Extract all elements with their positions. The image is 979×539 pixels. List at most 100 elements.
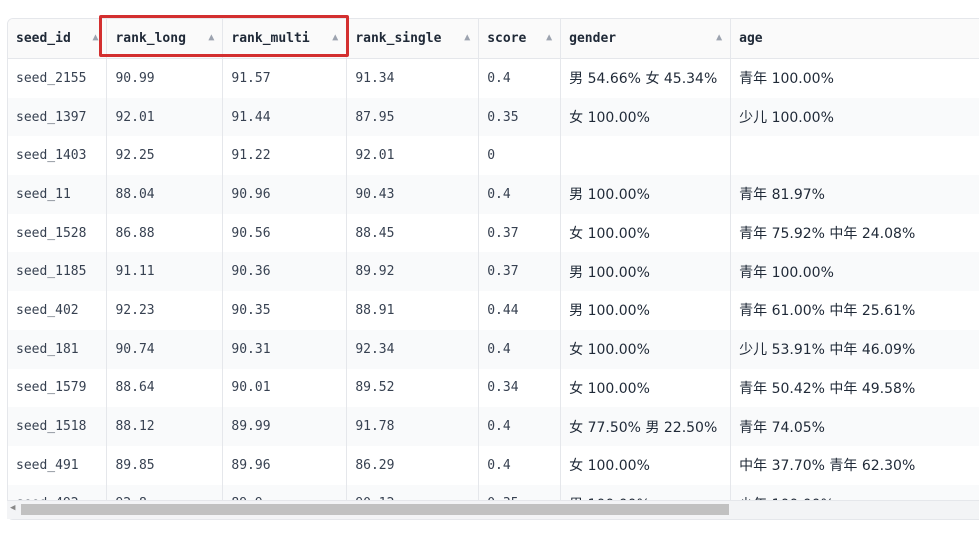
cell-rank-long: 86.88 [106, 213, 224, 253]
cell-score: 0.37 [478, 213, 562, 253]
sort-ascending-icon[interactable]: ▲ [208, 32, 215, 43]
cell-age: 中年 37.70% 青年 62.30% [730, 445, 979, 485]
sort-ascending-icon[interactable]: ▲ [716, 32, 723, 43]
column-header-label: gender [569, 31, 617, 46]
cell-score: 0.4 [478, 175, 562, 214]
cell-gender: 女 100.00% [560, 329, 732, 369]
cell-rank-single: 92.34 [346, 329, 480, 369]
cell-rank-single: 88.91 [346, 291, 480, 330]
cell-rank-long: 88.04 [106, 175, 224, 214]
cell-rank-long: 90.99 [106, 58, 224, 98]
table-row[interactable]: seed_1518 88.12 89.99 91.78 0.4 女 77.50% 男 22… [8, 407, 979, 446]
cell-gender: 男 54.66% 女 45.34% [560, 58, 732, 98]
data-table-container: seed_id ▲ rank_long ▲ rank_multi ▲ rank_single… [7, 18, 979, 520]
cell-gender: 男 100.00% [560, 252, 732, 292]
table-row[interactable]: seed_2155 90.99 91.57 91.34 0.4 男 54.66% 女 45… [8, 58, 979, 98]
cell-age: 青年 61.00% 中年 25.61% [730, 291, 979, 330]
cell-score: 0.4 [478, 58, 562, 98]
cell-rank-single: 91.78 [346, 407, 480, 446]
cell-rank-single: 92.01 [346, 136, 480, 176]
cell-rank-single: 87.95 [346, 97, 480, 137]
column-header-age[interactable]: age [730, 19, 979, 59]
cell-seed-id: seed_1518 [8, 407, 108, 446]
table-row[interactable]: seed_1403 92.25 91.22 92.01 0 [8, 136, 979, 176]
sort-ascending-icon[interactable]: ▲ [464, 32, 471, 43]
cell-rank-long: 89.85 [106, 445, 224, 485]
cell-score: 0.44 [478, 291, 562, 330]
cell-score: 0.4 [478, 407, 562, 446]
scroll-left-icon[interactable]: ◀ [10, 503, 16, 513]
cell-score: 0.35 [478, 97, 562, 137]
column-header-label: rank_long [115, 31, 186, 46]
cell-seed-id: seed_1579 [8, 368, 108, 408]
sort-ascending-icon[interactable]: ▲ [92, 32, 99, 43]
cell-rank-multi: 89.96 [222, 445, 348, 485]
sort-ascending-icon[interactable]: ▲ [332, 32, 339, 43]
cell-age: 青年 100.00% [730, 58, 979, 98]
cell-age: 少儿 53.91% 中年 46.09% [730, 329, 979, 369]
table-row[interactable]: seed_491 89.85 89.96 86.29 0.4 女 100.00% 中年 37… [8, 445, 979, 485]
column-header-label: seed_id [16, 31, 71, 46]
cell-seed-id: seed_11 [8, 175, 108, 214]
column-header-rank-single[interactable]: rank_single ▲ [346, 19, 480, 59]
column-header-gender[interactable]: gender ▲ [560, 19, 732, 59]
data-table: seed_id ▲ rank_long ▲ rank_multi ▲ rank_single… [8, 19, 979, 519]
cell-gender [560, 136, 732, 176]
cell-seed-id: seed_181 [8, 329, 108, 369]
cell-rank-long: 92.23 [106, 291, 224, 330]
cell-rank-long: 88.12 [106, 407, 224, 446]
cell-rank-multi: 91.22 [222, 136, 348, 176]
cell-rank-single: 86.29 [346, 445, 480, 485]
table-row[interactable]: seed_181 90.74 90.31 92.34 0.4 女 100.00% 少儿 53… [8, 329, 979, 369]
cell-score: 0 [478, 136, 562, 176]
column-header-label: age [739, 31, 763, 46]
cell-rank-multi: 90.35 [222, 291, 348, 330]
table-row[interactable]: seed_402 92.23 90.35 88.91 0.44 男 100.00% 青年 6… [8, 291, 979, 330]
cell-rank-long: 92.01 [106, 97, 224, 137]
cell-rank-multi: 89.99 [222, 407, 348, 446]
cell-rank-multi: 91.57 [222, 58, 348, 98]
column-header-label: score [487, 31, 527, 46]
sort-ascending-icon[interactable]: ▲ [546, 32, 553, 43]
cell-rank-multi: 90.31 [222, 329, 348, 369]
column-header-label: rank_multi [231, 31, 310, 46]
cell-rank-multi: 90.56 [222, 213, 348, 253]
cell-gender: 女 100.00% [560, 213, 732, 253]
header-row: seed_id ▲ rank_long ▲ rank_multi ▲ rank_single… [8, 19, 979, 59]
cell-rank-multi: 90.01 [222, 368, 348, 408]
horizontal-scrollbar[interactable]: ◀ [7, 500, 979, 519]
cell-seed-id: seed_1403 [8, 136, 108, 176]
table-row[interactable]: seed_1185 91.11 90.36 89.92 0.37 男 100.00% 青年 … [8, 252, 979, 292]
cell-gender: 女 77.50% 男 22.50% [560, 407, 732, 446]
cell-gender: 女 100.00% [560, 368, 732, 408]
cell-age: 青年 100.00% [730, 252, 979, 292]
table-row[interactable]: seed_1579 88.64 90.01 89.52 0.34 女 100.00% 青年 … [8, 368, 979, 408]
cell-rank-single: 89.92 [346, 252, 480, 292]
cell-score: 0.4 [478, 329, 562, 369]
scrollbar-thumb[interactable] [21, 504, 729, 515]
column-header-seed-id[interactable]: seed_id ▲ [8, 19, 108, 59]
cell-gender: 男 100.00% [560, 291, 732, 330]
cell-rank-multi: 90.96 [222, 175, 348, 214]
cell-rank-long: 91.11 [106, 252, 224, 292]
cell-rank-long: 92.25 [106, 136, 224, 176]
cell-seed-id: seed_491 [8, 445, 108, 485]
cell-rank-multi: 90.36 [222, 252, 348, 292]
column-header-rank-multi[interactable]: rank_multi ▲ [222, 19, 348, 59]
cell-score: 0.34 [478, 368, 562, 408]
cell-rank-single: 90.43 [346, 175, 480, 214]
table-row[interactable]: seed_1528 86.88 90.56 88.45 0.37 女 100.00% 青年 … [8, 213, 979, 253]
table-row[interactable]: seed_11 88.04 90.96 90.43 0.4 男 100.00% 青年 81.… [8, 175, 979, 214]
column-header-score[interactable]: score ▲ [478, 19, 562, 59]
cell-seed-id: seed_1397 [8, 97, 108, 137]
cell-rank-long: 88.64 [106, 368, 224, 408]
cell-gender: 男 100.00% [560, 175, 732, 214]
cell-gender: 女 100.00% [560, 97, 732, 137]
cell-age: 青年 75.92% 中年 24.08% [730, 213, 979, 253]
cell-age [730, 136, 979, 176]
cell-rank-single: 91.34 [346, 58, 480, 98]
table-row[interactable]: seed_1397 92.01 91.44 87.95 0.35 女 100.00% 少儿 … [8, 97, 979, 137]
cell-age: 青年 50.42% 中年 49.58% [730, 368, 979, 408]
column-header-rank-long[interactable]: rank_long ▲ [106, 19, 224, 59]
cell-seed-id: seed_2155 [8, 58, 108, 98]
